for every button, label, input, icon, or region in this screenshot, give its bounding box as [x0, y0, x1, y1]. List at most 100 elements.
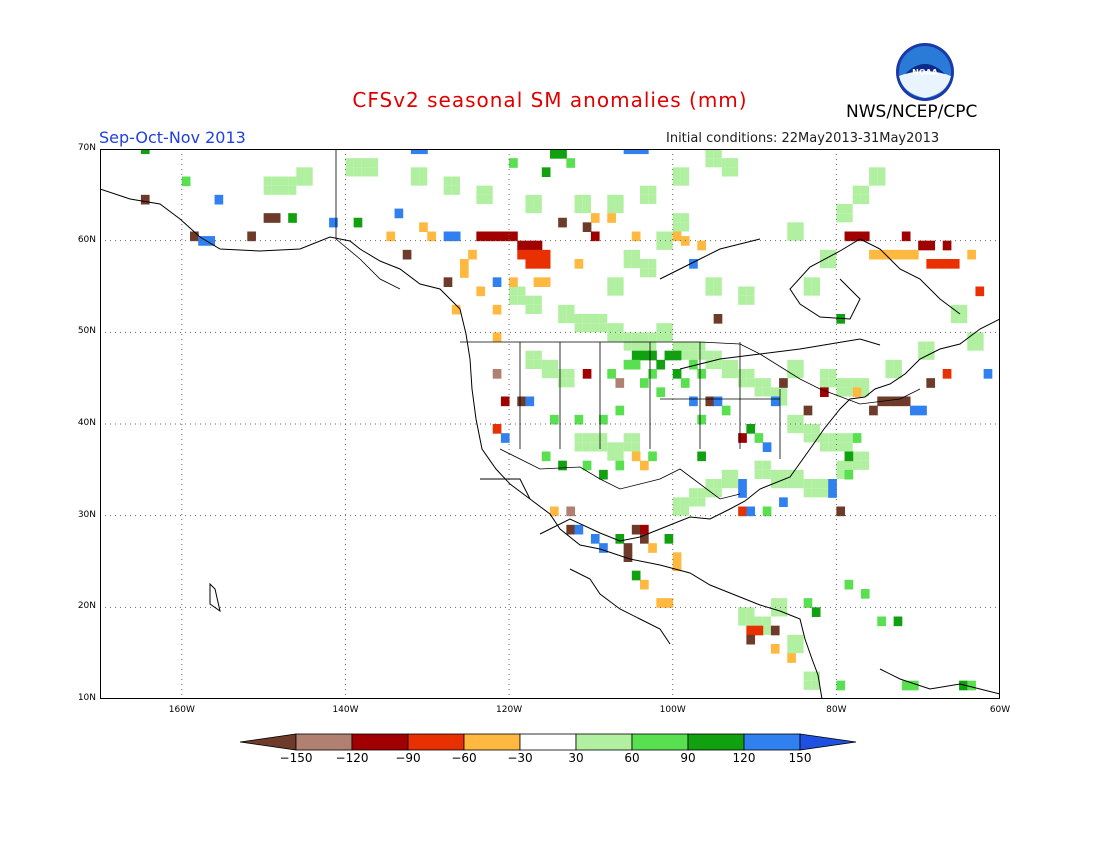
anomaly-cell	[664, 350, 674, 361]
anomaly-cell	[247, 231, 256, 242]
anomaly-cell	[280, 185, 289, 195]
anomaly-cell	[779, 387, 788, 397]
anomaly-cell	[672, 350, 682, 361]
anomaly-cell	[656, 359, 666, 370]
light-green-cells	[263, 149, 984, 690]
anomaly-cell	[795, 231, 804, 241]
anomaly-cell	[525, 194, 534, 204]
anomaly-cell	[443, 231, 453, 242]
anomaly-cell	[975, 286, 985, 297]
anomaly-cell	[582, 314, 591, 324]
anomaly-cell	[533, 295, 542, 305]
anomaly-cell	[500, 433, 510, 443]
anomaly-cell	[844, 213, 853, 223]
anomaly-cell	[631, 341, 640, 351]
anomaly-cell	[811, 607, 821, 617]
anomaly-cell	[533, 249, 543, 260]
colorbar-box	[799, 733, 857, 751]
anomaly-cell	[828, 369, 837, 379]
anomaly-cell	[697, 451, 706, 462]
anomaly-cell	[787, 359, 796, 369]
anomaly-cell	[787, 653, 796, 663]
anomaly-cell	[967, 341, 976, 351]
anomaly-cell	[803, 671, 812, 681]
anomaly-cell	[623, 552, 633, 562]
anomaly-cell	[500, 396, 510, 407]
coastlines	[100, 188, 1000, 699]
anomaly-cell	[590, 314, 600, 324]
anomaly-cell	[869, 176, 878, 186]
anomaly-cell	[877, 176, 886, 186]
anomaly-cell	[419, 176, 428, 186]
anomaly-cell	[402, 249, 412, 260]
anomaly-cell	[656, 332, 665, 342]
anomaly-cell	[672, 506, 681, 516]
colorbar-box	[295, 733, 353, 751]
anomaly-cell	[451, 304, 461, 315]
anomaly-cell	[795, 414, 804, 424]
anomaly-cell	[705, 158, 714, 168]
anomaly-cell	[820, 433, 829, 443]
anomaly-cell	[689, 341, 698, 351]
anomaly-cell	[820, 259, 829, 269]
anomaly-cell	[443, 277, 453, 287]
anomaly-cell	[574, 414, 584, 425]
anomaly-cell	[754, 433, 764, 443]
anomaly-cell	[263, 185, 272, 195]
anomaly-cell	[959, 314, 968, 324]
anomaly-cell	[910, 405, 919, 416]
anomaly-cell	[762, 378, 771, 388]
anomaly-cell	[214, 194, 224, 205]
anomaly-cell	[288, 176, 297, 186]
anomaly-cell	[500, 231, 510, 242]
anomaly-cell	[607, 451, 616, 461]
anomaly-cell	[640, 268, 649, 278]
anomaly-cell	[713, 314, 723, 324]
longitude-tick-label: 160W	[168, 705, 195, 715]
anomaly-cell	[746, 378, 755, 388]
anomaly-cell	[738, 607, 747, 617]
anomaly-cell	[689, 259, 698, 269]
anomaly-cell	[631, 433, 640, 443]
anomaly-cell	[959, 304, 968, 314]
anomaly-cell	[476, 185, 485, 195]
longitude-tick-label: 120W	[496, 705, 523, 715]
anomaly-cell	[713, 149, 722, 159]
anomaly-cell	[787, 222, 796, 232]
anomaly-cell	[451, 231, 461, 242]
anomaly-cell	[918, 240, 927, 251]
anomaly-cell	[795, 359, 804, 369]
anomaly-cell	[779, 378, 788, 388]
anomaly-cell	[664, 598, 674, 608]
anomaly-cell	[664, 240, 673, 250]
anomaly-cell	[689, 497, 698, 507]
anomaly-cell	[680, 213, 690, 223]
anomaly-cell	[910, 249, 919, 260]
anomaly-cell	[959, 680, 968, 691]
anomaly-cell	[713, 479, 722, 489]
anomaly-cell	[590, 534, 600, 544]
anomaly-cell	[574, 259, 584, 269]
anomaly-cell	[836, 680, 846, 691]
anomaly-cell	[893, 396, 903, 407]
anomaly-cell	[492, 369, 502, 379]
anomaly-cell	[689, 359, 698, 370]
anomaly-cell	[631, 442, 640, 452]
anomaly-cell	[296, 176, 305, 186]
anomaly-cell	[615, 405, 625, 416]
anomaly-cell	[803, 286, 812, 296]
anomaly-cell	[476, 286, 486, 297]
anomaly-cell	[623, 249, 632, 259]
anomaly-cell	[509, 295, 518, 305]
anomaly-cell	[640, 149, 649, 155]
anomaly-cell	[721, 469, 730, 479]
anomaly-cell	[844, 204, 853, 214]
anomaly-cell	[836, 469, 845, 479]
anomaly-cell	[574, 524, 584, 535]
anomaly-cell	[541, 369, 550, 379]
borders	[335, 149, 921, 500]
anomaly-cell	[648, 350, 657, 361]
anomaly-cell	[533, 240, 543, 251]
colorbar-box	[351, 733, 409, 751]
anomaly-cell	[533, 277, 543, 287]
